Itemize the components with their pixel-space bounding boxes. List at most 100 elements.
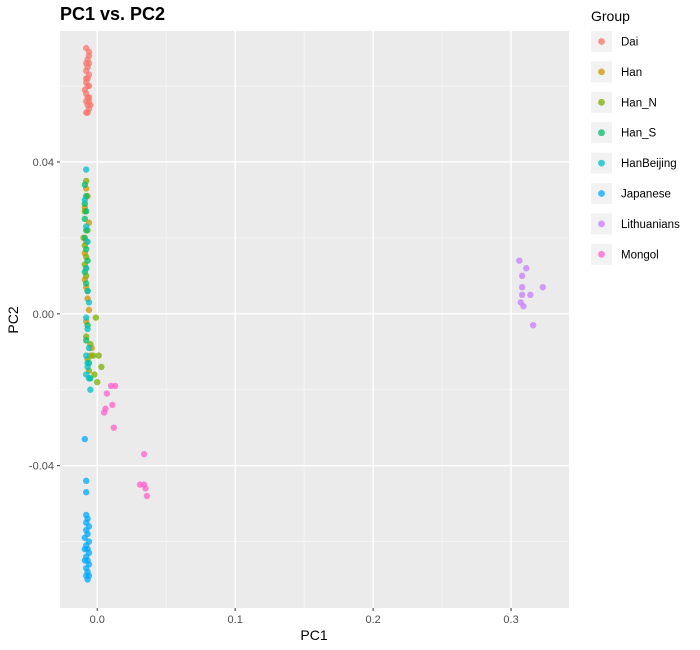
data-point	[95, 352, 102, 359]
series-dai	[81, 44, 94, 116]
data-point	[85, 299, 93, 306]
legend-marker	[598, 159, 605, 167]
legend-label: Han_S	[621, 128, 656, 140]
legend: Dai Han Han_N Han_S HanBeijing Japanese Lithua…	[591, 31, 680, 265]
data-point	[516, 257, 523, 264]
data-point	[529, 321, 537, 329]
legend-item: Dai	[591, 31, 638, 52]
data-point	[84, 287, 91, 295]
x-axis-ticks: 0.0 0.1 0.2 0.3	[90, 608, 519, 626]
legend-marker	[598, 68, 605, 76]
legend-item: Japanese	[591, 183, 671, 204]
data-point	[518, 272, 526, 280]
legend-label: Dai	[621, 37, 638, 49]
data-point	[98, 363, 105, 371]
data-point	[85, 344, 93, 352]
legend-marker	[598, 129, 605, 137]
x-tick-label: 0.2	[365, 614, 380, 626]
data-point	[84, 325, 91, 333]
data-point	[81, 557, 89, 564]
data-point	[100, 409, 108, 416]
x-axis-title: PC1	[300, 627, 327, 643]
data-point	[81, 215, 89, 223]
legend-label: HanBeijing	[621, 158, 677, 170]
minor-gridlines	[60, 31, 569, 608]
data-point	[94, 378, 101, 386]
data-point	[81, 534, 89, 541]
legend-item: HanBeijing	[591, 152, 677, 174]
data-point	[527, 291, 534, 299]
data-point	[143, 492, 151, 500]
data-point	[110, 424, 117, 431]
legend-marker	[598, 98, 605, 106]
legend-label: Japanese	[621, 189, 671, 201]
legend-item: Lithuanians	[591, 213, 680, 235]
data-point	[81, 435, 89, 443]
legend-item: Han_N	[591, 91, 657, 113]
data-point	[83, 477, 90, 485]
series-japanese	[81, 435, 93, 583]
data-point	[85, 52, 93, 59]
data-point	[83, 75, 90, 82]
legend-marker	[598, 38, 605, 45]
data-point	[83, 246, 90, 253]
data-point	[539, 284, 546, 291]
legend-label: Han_N	[621, 97, 657, 109]
data-point	[81, 181, 89, 188]
data-point	[518, 291, 526, 299]
data-point	[81, 196, 89, 204]
legend-label: Han	[621, 67, 642, 79]
data-point	[83, 166, 90, 173]
x-tick-label: 0.3	[503, 614, 518, 626]
data-point	[107, 382, 115, 390]
data-point	[85, 306, 93, 314]
legend-marker	[598, 220, 605, 228]
data-point	[142, 485, 149, 492]
data-point	[83, 208, 90, 215]
data-point	[84, 238, 91, 245]
data-point	[103, 390, 111, 397]
data-point	[91, 371, 98, 378]
data-point	[109, 401, 116, 409]
legend-marker	[598, 190, 605, 197]
data-point	[81, 545, 89, 553]
series-lithuanians	[516, 257, 546, 329]
legend-item: Mongol	[591, 243, 659, 265]
data-point	[83, 352, 90, 359]
chart-title: PC1 vs. PC2	[60, 4, 165, 24]
legend-label: Mongol	[621, 249, 659, 261]
y-tick-label: 0.00	[33, 309, 54, 321]
legend-item: Han_S	[591, 122, 656, 144]
data-point	[518, 284, 526, 291]
series-hanbeijing	[81, 166, 94, 393]
data-point	[523, 265, 530, 272]
y-tick-label: -0.04	[29, 461, 54, 473]
data-point	[83, 223, 90, 230]
data-point	[84, 359, 91, 367]
data-point	[92, 314, 100, 321]
legend-marker	[598, 250, 605, 258]
data-point	[83, 265, 90, 272]
data-point	[520, 303, 527, 310]
major-gridlines	[60, 31, 569, 608]
x-tick-label: 0.1	[228, 614, 243, 626]
data-points	[80, 44, 546, 583]
data-point	[83, 314, 90, 321]
data-point	[83, 280, 90, 287]
y-axis-title: PC2	[5, 306, 21, 333]
legend-title: Group	[591, 8, 630, 24]
legend-label: Lithuanians	[621, 219, 680, 231]
series-mongol	[100, 382, 151, 500]
data-point	[84, 257, 91, 264]
x-tick-label: 0.0	[90, 614, 105, 626]
data-point	[89, 352, 97, 359]
legend-item: Han	[591, 61, 642, 83]
data-point	[83, 489, 90, 496]
y-axis-ticks: -0.04 0.00 0.04	[29, 157, 60, 473]
data-point	[83, 109, 90, 116]
data-point	[87, 386, 94, 393]
data-point	[83, 337, 90, 344]
data-point	[85, 572, 93, 579]
data-point	[85, 375, 93, 382]
